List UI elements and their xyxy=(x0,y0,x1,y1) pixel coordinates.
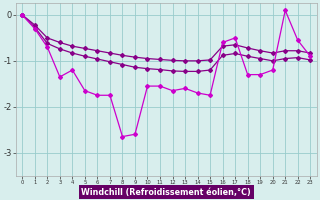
X-axis label: Windchill (Refroidissement éolien,°C): Windchill (Refroidissement éolien,°C) xyxy=(81,188,251,197)
